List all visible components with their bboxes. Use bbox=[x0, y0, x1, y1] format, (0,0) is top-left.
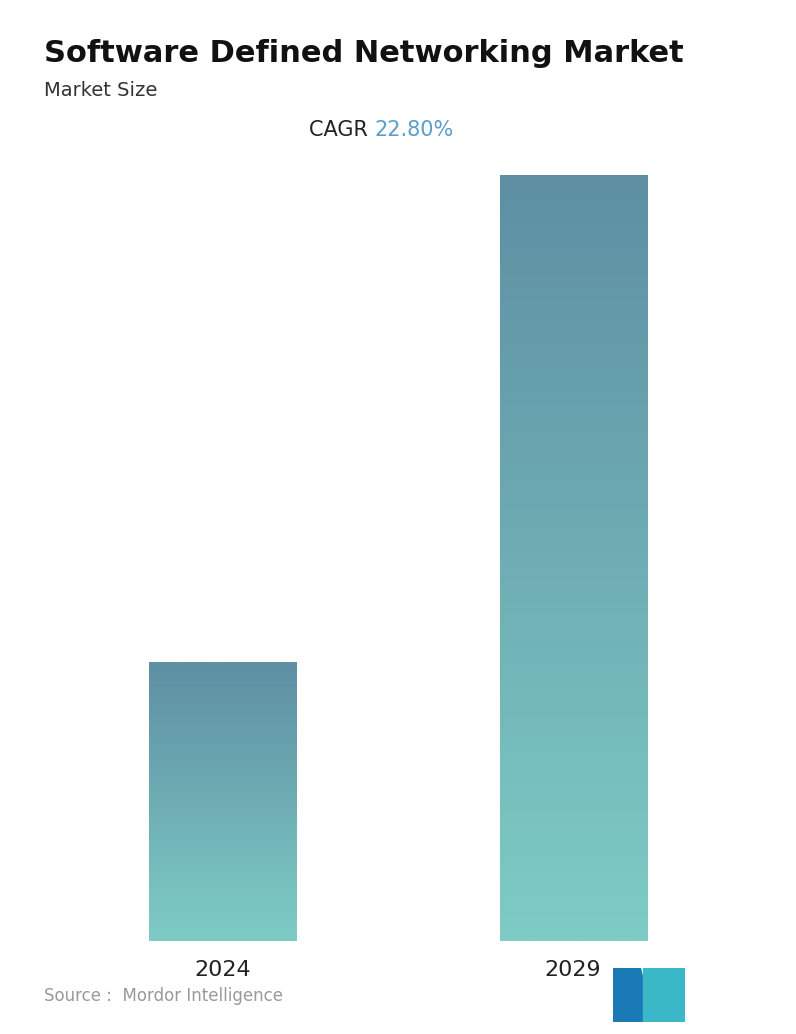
Polygon shape bbox=[640, 968, 654, 1022]
Text: Software Defined Networking Market: Software Defined Networking Market bbox=[44, 39, 684, 68]
Text: CAGR: CAGR bbox=[309, 120, 374, 140]
Text: Market Size: Market Size bbox=[44, 81, 157, 99]
Polygon shape bbox=[657, 968, 685, 1022]
Polygon shape bbox=[613, 968, 640, 1022]
Text: 22.80%: 22.80% bbox=[374, 120, 454, 140]
Polygon shape bbox=[643, 968, 657, 1022]
Text: Source :  Mordor Intelligence: Source : Mordor Intelligence bbox=[44, 987, 283, 1005]
